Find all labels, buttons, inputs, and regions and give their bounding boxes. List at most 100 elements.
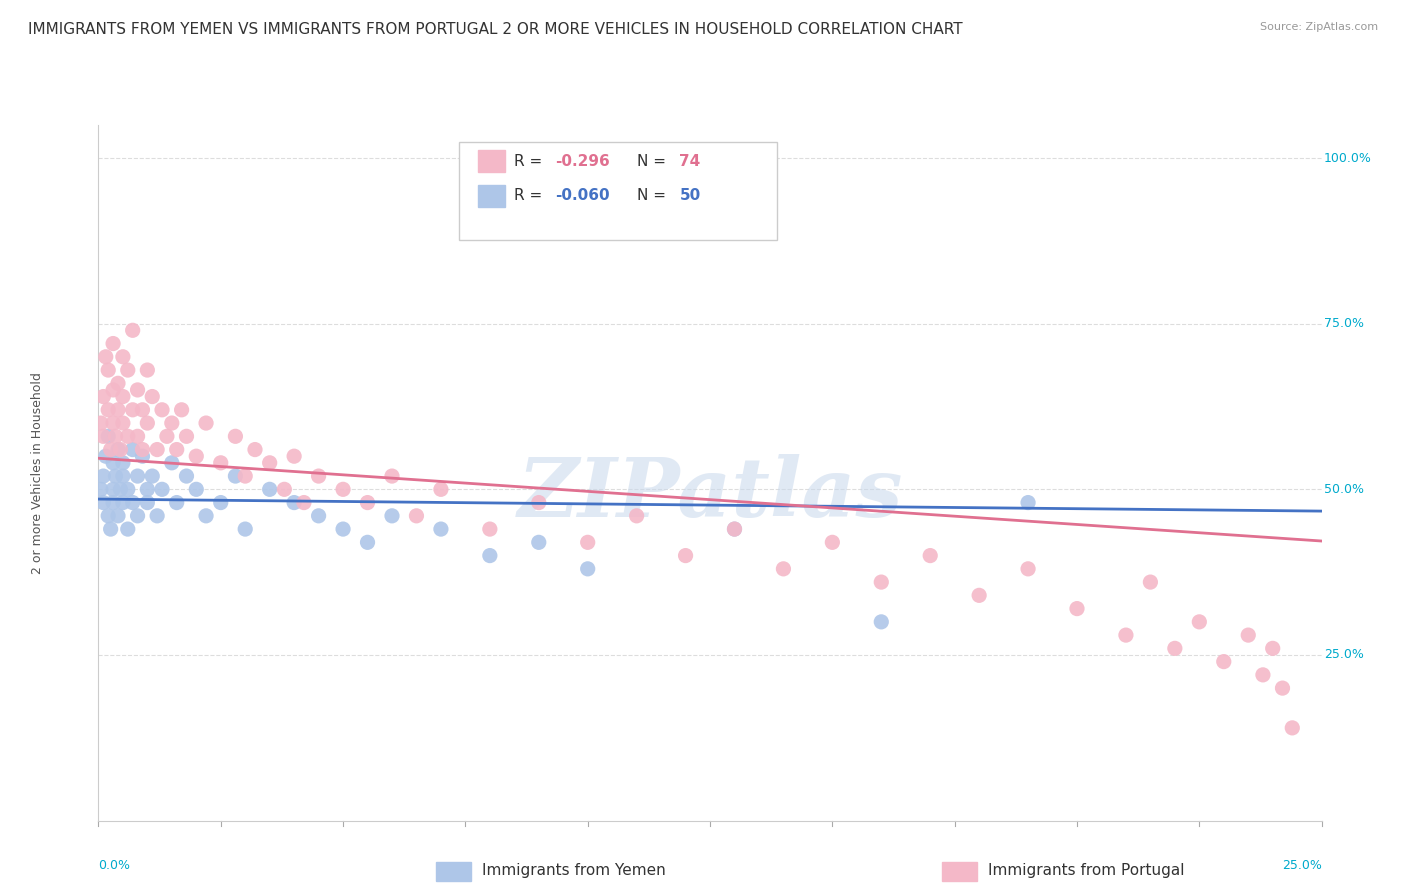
Point bbox=[131, 402, 153, 417]
Point bbox=[94, 449, 117, 463]
Point bbox=[127, 469, 149, 483]
Point bbox=[146, 508, 169, 523]
Point bbox=[259, 483, 281, 497]
Point bbox=[91, 469, 114, 483]
Point bbox=[101, 456, 124, 470]
Text: IMMIGRANTS FROM YEMEN VS IMMIGRANTS FROM PORTUGAL 2 OR MORE VEHICLES IN HOUSEHOL: IMMIGRANTS FROM YEMEN VS IMMIGRANTS FROM… bbox=[28, 22, 963, 37]
Point bbox=[121, 323, 143, 337]
Point bbox=[308, 469, 330, 483]
Point bbox=[101, 336, 124, 351]
Point bbox=[1261, 641, 1284, 656]
Text: 50.0%: 50.0% bbox=[1324, 483, 1364, 496]
Point bbox=[156, 429, 179, 443]
Point bbox=[430, 522, 453, 536]
Point bbox=[186, 483, 208, 497]
Point bbox=[478, 549, 501, 563]
Point bbox=[160, 416, 183, 430]
Text: ZIPatlas: ZIPatlas bbox=[517, 454, 903, 533]
Point bbox=[150, 402, 173, 417]
Point bbox=[381, 469, 404, 483]
Point bbox=[110, 483, 132, 497]
Point bbox=[1017, 495, 1039, 509]
Point bbox=[195, 416, 218, 430]
Point bbox=[111, 390, 134, 404]
Point bbox=[356, 535, 378, 549]
Point bbox=[176, 469, 198, 483]
Point bbox=[332, 522, 354, 536]
Text: 74: 74 bbox=[679, 153, 700, 169]
Point bbox=[131, 442, 153, 457]
Point bbox=[111, 350, 134, 364]
Point bbox=[136, 416, 159, 430]
Point bbox=[176, 429, 198, 443]
Point bbox=[292, 495, 315, 509]
Point bbox=[381, 508, 404, 523]
Point bbox=[104, 469, 127, 483]
Text: 0.0%: 0.0% bbox=[98, 859, 131, 871]
Point bbox=[136, 495, 159, 509]
Point bbox=[111, 495, 134, 509]
Point bbox=[576, 562, 599, 576]
Point bbox=[111, 456, 134, 470]
Point bbox=[1271, 681, 1294, 695]
Point bbox=[283, 495, 305, 509]
Point bbox=[772, 562, 794, 576]
Point bbox=[111, 469, 134, 483]
Point bbox=[91, 495, 114, 509]
Point bbox=[870, 615, 893, 629]
Text: 25.0%: 25.0% bbox=[1324, 648, 1364, 662]
Point bbox=[1237, 628, 1260, 642]
Text: 2 or more Vehicles in Household: 2 or more Vehicles in Household bbox=[31, 372, 44, 574]
Text: 50: 50 bbox=[679, 188, 700, 203]
Point bbox=[121, 402, 143, 417]
Point bbox=[1017, 562, 1039, 576]
Point bbox=[110, 442, 132, 457]
Point bbox=[100, 522, 122, 536]
Point bbox=[160, 456, 183, 470]
Point bbox=[626, 508, 648, 523]
Point bbox=[430, 483, 453, 497]
Text: Immigrants from Yemen: Immigrants from Yemen bbox=[482, 863, 666, 878]
Text: -0.296: -0.296 bbox=[555, 153, 609, 169]
Point bbox=[91, 390, 114, 404]
Text: Source: ZipAtlas.com: Source: ZipAtlas.com bbox=[1260, 22, 1378, 32]
Text: R =: R = bbox=[515, 188, 547, 203]
Point bbox=[90, 483, 112, 497]
Point bbox=[121, 442, 143, 457]
Point bbox=[121, 495, 143, 509]
Point bbox=[111, 416, 134, 430]
Point bbox=[107, 508, 129, 523]
Point bbox=[91, 429, 114, 443]
Point bbox=[195, 508, 218, 523]
Point bbox=[870, 575, 893, 590]
Point bbox=[150, 483, 173, 497]
Text: 100.0%: 100.0% bbox=[1324, 152, 1372, 164]
Text: 75.0%: 75.0% bbox=[1324, 318, 1364, 330]
Point bbox=[273, 483, 295, 497]
Point bbox=[166, 442, 188, 457]
Point bbox=[101, 483, 124, 497]
Point bbox=[141, 390, 163, 404]
Point bbox=[101, 416, 124, 430]
Point bbox=[308, 508, 330, 523]
Point bbox=[1281, 721, 1303, 735]
Point bbox=[527, 495, 550, 509]
Point bbox=[107, 442, 129, 457]
Point bbox=[1251, 668, 1274, 682]
Point bbox=[1188, 615, 1211, 629]
Point bbox=[97, 402, 120, 417]
Point bbox=[127, 508, 149, 523]
Point bbox=[1212, 655, 1234, 669]
Point bbox=[259, 456, 281, 470]
Point bbox=[127, 383, 149, 397]
Point bbox=[94, 350, 117, 364]
Point bbox=[186, 449, 208, 463]
Point bbox=[233, 469, 256, 483]
Point bbox=[967, 588, 990, 602]
Point bbox=[1139, 575, 1161, 590]
Point bbox=[107, 376, 129, 391]
Point bbox=[356, 495, 378, 509]
Bar bbox=[478, 185, 505, 207]
Point bbox=[131, 449, 153, 463]
Point bbox=[1164, 641, 1187, 656]
